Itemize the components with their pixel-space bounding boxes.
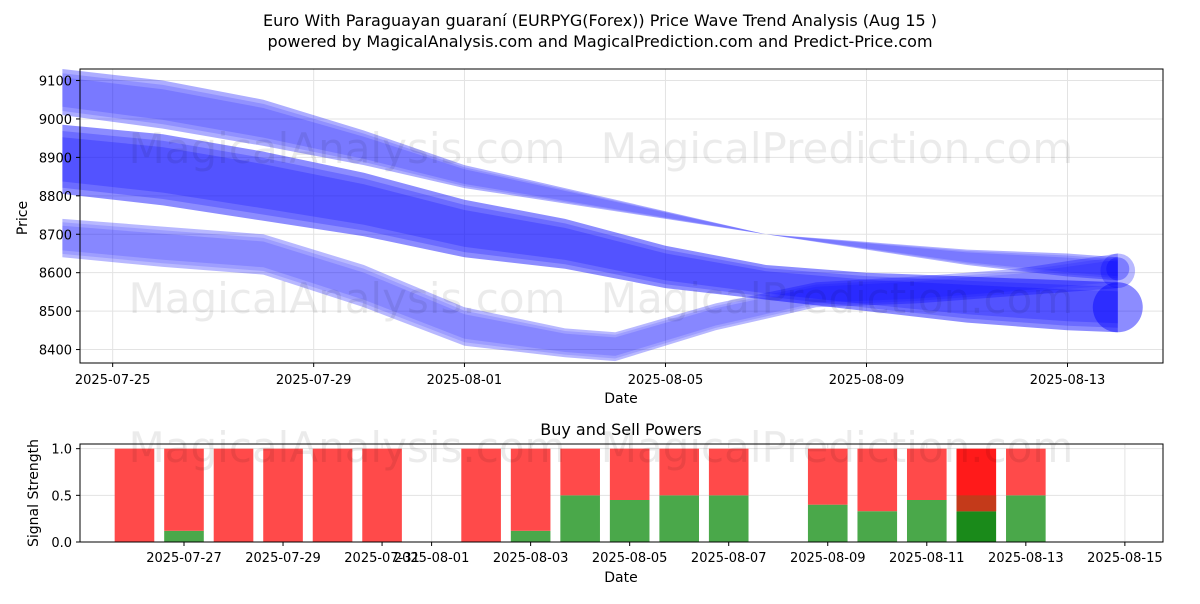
- power-x-tick-label: 2025-07-29: [245, 551, 321, 566]
- sell-power-bar: [659, 448, 699, 496]
- power-x-tick-label: 2025-08-11: [889, 551, 965, 566]
- sell-power-bar: [164, 448, 204, 531]
- power-x-tick-label: 2025-08-05: [592, 551, 668, 566]
- power-x-tick-label: 2025-08-13: [988, 551, 1064, 566]
- power-chart-title: Buy and Sell Powers: [540, 420, 702, 439]
- price-y-tick-label: 8400: [39, 344, 72, 359]
- price-y-tick-label: 8700: [39, 228, 72, 243]
- price-watermark: MagicalPrediction.com: [601, 124, 1074, 173]
- price-wave-band-1: [62, 131, 1118, 328]
- price-x-axis: 2025-07-25 2025-07-29 2025-08-01 2025-08-05…: [75, 363, 1105, 388]
- price-wave-band-1: [62, 124, 1118, 333]
- price-x-tick-label: 2025-08-09: [829, 373, 905, 388]
- sell-power-bar: [1006, 448, 1046, 496]
- buy-power-bar: [857, 511, 898, 542]
- price-wave-bands: [62, 69, 1143, 362]
- buy-power-bar: [609, 500, 650, 542]
- power-plot-frame: [79, 443, 1164, 543]
- price-wave-band-2: [62, 225, 1118, 356]
- chart-title: Euro With Paraguayan guaraní (EURPYG(For…: [263, 11, 937, 30]
- price-wave-cap-0: [1106, 257, 1130, 281]
- power-y-tick-label: 0.0: [51, 536, 72, 551]
- sell-power-bar: [362, 448, 402, 542]
- price-y-label: Price: [15, 201, 31, 235]
- sell-power-bar: [263, 448, 303, 542]
- price-wave-cap-2: [1100, 253, 1136, 289]
- price-x-tick-label: 2025-08-13: [1030, 373, 1106, 388]
- price-watermark: MagicalAnalysis.com: [129, 274, 566, 323]
- buy-power-bar: [956, 511, 997, 542]
- power-watermark: MagicalAnalysis.com: [129, 423, 566, 472]
- sell-power-bar: [510, 448, 551, 531]
- price-x-tick-label: 2025-07-29: [276, 373, 352, 388]
- price-x-tick-label: 2025-08-05: [628, 373, 704, 388]
- price-wave-band-1: [62, 137, 1118, 324]
- power-x-label: Date: [604, 570, 637, 586]
- price-wave-band-0: [62, 69, 1118, 281]
- price-watermark: MagicalPrediction.com: [601, 274, 1074, 323]
- power-x-tick-label: 2025-08-01: [394, 551, 470, 566]
- power-y-tick-label: 0.5: [51, 489, 72, 504]
- price-wave-band-2: [62, 222, 1118, 359]
- power-y-label: Signal Strength: [26, 439, 42, 547]
- power-y-axis: 0.0 0.5 1.0: [51, 443, 80, 551]
- buy-power-bar: [659, 495, 699, 542]
- sell-power-bar: [708, 448, 749, 496]
- price-watermarks: MagicalAnalysis.com MagicalPrediction.com…: [129, 124, 1074, 323]
- price-wave-cap-1: [1092, 282, 1143, 333]
- price-y-tick-label: 8800: [39, 190, 72, 205]
- power-x-tick-label: 2025-08-09: [790, 551, 866, 566]
- buy-power-bar: [510, 530, 551, 542]
- price-y-tick-label: 8500: [39, 305, 72, 320]
- sell-power-bar: [560, 448, 600, 496]
- buy-power-bar: [164, 530, 204, 542]
- price-x-tick-label: 2025-08-01: [427, 373, 503, 388]
- sell-power-bar: [906, 448, 947, 500]
- price-plot-frame: [79, 68, 1164, 364]
- price-x-tick-label: 2025-07-25: [75, 373, 151, 388]
- sell-power-bar: [312, 448, 353, 542]
- price-wave-band-2: [62, 218, 1118, 362]
- power-x-tick-label: 2025-08-07: [691, 551, 767, 566]
- buy-power-bar: [906, 500, 947, 542]
- chart-subtitle: powered by MagicalAnalysis.com and Magic…: [267, 32, 932, 51]
- power-watermark: MagicalPrediction.com: [601, 423, 1074, 472]
- price-y-tick-label: 9100: [39, 75, 72, 90]
- price-y-tick-label: 8600: [39, 267, 72, 282]
- price-wave-band-0: [62, 73, 1118, 279]
- price-y-axis: 8400 8500 8600 8700 8800 8900 9000 9100: [39, 75, 80, 359]
- sell-power-bar: [114, 448, 155, 542]
- power-watermarks: MagicalAnalysis.com MagicalPrediction.com: [129, 423, 1074, 472]
- buy-power-bar: [708, 495, 749, 542]
- power-bars: [114, 448, 1046, 542]
- power-x-tick-label: 2025-07-27: [146, 551, 222, 566]
- sell-power-bar: [807, 448, 848, 505]
- buy-power-bar: [1006, 495, 1046, 542]
- price-grid: [80, 69, 1163, 363]
- power-x-tick-label: 2025-08-15: [1087, 551, 1163, 566]
- power-y-tick-label: 1.0: [51, 443, 72, 458]
- price-y-tick-label: 9000: [39, 113, 72, 128]
- sell-power-bar: [461, 448, 501, 542]
- sell-power-bar: [213, 448, 254, 542]
- price-wave-band-0: [62, 77, 1118, 277]
- power-x-tick-label: 2025-07-31: [344, 551, 420, 566]
- buy-power-bar: [560, 495, 600, 542]
- price-watermark: MagicalAnalysis.com: [129, 124, 566, 173]
- sell-power-bar: [609, 448, 650, 500]
- power-x-axis: 2025-07-27 2025-07-29 2025-07-312025-08-01…: [146, 542, 1163, 566]
- sell-power-overlap-bar: [956, 495, 997, 512]
- price-y-tick-label: 8900: [39, 151, 72, 166]
- buy-power-bar: [807, 504, 848, 542]
- sell-power-bar: [857, 448, 898, 512]
- price-x-label: Date: [604, 391, 637, 407]
- power-x-tick-label: 2025-08-03: [493, 551, 569, 566]
